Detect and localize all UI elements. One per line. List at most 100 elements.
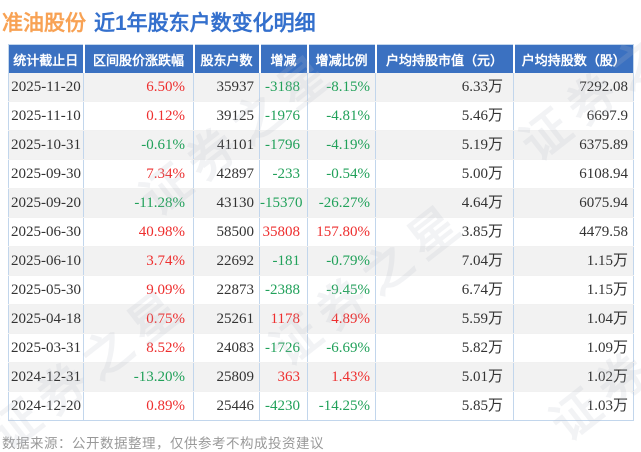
cell-delta: 1178	[259, 304, 308, 334]
source-note: 数据来源：公开数据整理，仅供参考不构成投资建议	[2, 436, 324, 451]
cell-avg-market-value: 5.82万	[375, 333, 514, 363]
cell-avg-shares: 6697.9	[513, 101, 634, 131]
cell-delta: -1726	[259, 333, 308, 363]
column-header: 户均持股数（股）	[512, 44, 634, 73]
cell-range-change: -11.28%	[83, 188, 194, 218]
cell-delta: 35808	[259, 217, 308, 247]
column-header: 股东户数	[192, 44, 260, 73]
table-row: 2024-12-20 0.89% 25446 -4230 -14.25% 5.85万 1.0…	[9, 391, 634, 421]
cell-holders: 43130	[193, 188, 260, 218]
cell-delta-ratio: 157.80%	[307, 217, 376, 247]
cell-avg-market-value: 5.59万	[375, 304, 514, 334]
cell-avg-shares: 1.02万	[513, 362, 634, 392]
cell-avg-market-value: 5.46万	[375, 101, 514, 131]
cell-delta: -1976	[259, 101, 308, 131]
cell-delta: -15370	[259, 188, 308, 218]
cell-range-change: -0.61%	[83, 130, 194, 160]
cell-delta-ratio: -14.25%	[307, 391, 376, 421]
table-row: 2025-09-20 -11.28% 43130 -15370 -26.27% 4.64万…	[8, 188, 634, 218]
column-header: 户均持股市值（元）	[374, 44, 514, 73]
cell-delta: -3188	[259, 73, 308, 102]
cell-avg-market-value: 3.85万	[375, 217, 514, 247]
cell-delta-ratio: -8.15%	[307, 73, 376, 102]
table-row: 2025-06-30 40.98% 58500 35808 157.80% 3.85万 44…	[8, 217, 634, 247]
cell-date: 2025-06-10	[8, 246, 84, 276]
table-row: 2025-05-30 9.09% 22873 -2388 -9.45% 6.74万 1.15…	[8, 275, 634, 305]
cell-avg-shares: 6108.94	[513, 159, 634, 189]
cell-avg-shares: 1.15万	[513, 275, 634, 305]
cell-date: 2025-05-30	[8, 275, 84, 305]
cell-range-change: 7.34%	[83, 159, 194, 189]
cell-range-change: -13.20%	[83, 362, 194, 392]
cell-avg-market-value: 5.85万	[375, 391, 514, 421]
cell-date: 2025-03-31	[8, 333, 84, 363]
cell-delta-ratio: -4.81%	[307, 101, 376, 131]
cell-delta-ratio: -26.27%	[307, 188, 376, 218]
page-title: 准油股份 近1年股东户数变化明细	[0, 0, 641, 37]
cell-holders: 41101	[193, 130, 260, 160]
table-row: 2025-09-30 7.34% 42897 -233 -0.54% 5.00万 6108.…	[8, 159, 634, 189]
cell-date: 2025-04-18	[8, 304, 84, 334]
cell-delta: -233	[259, 159, 308, 189]
table-row: 2025-04-18 0.75% 25261 1178 4.89% 5.59万 1.04万	[8, 304, 634, 334]
table-row: 2025-11-10 0.12% 39125 -1976 -4.81% 5.46万 6697…	[8, 101, 634, 131]
cell-delta-ratio: -6.69%	[307, 333, 376, 363]
cell-holders: 25809	[193, 362, 260, 392]
cell-holders: 35937	[193, 73, 260, 102]
cell-avg-market-value: 5.01万	[375, 362, 514, 392]
cell-date: 2025-10-31	[8, 130, 84, 160]
table-header-row: 统计截止日 区间股价涨跌幅 股东户数 增减 增减比例 户均持股市值（元） 户均持股数（股）	[8, 44, 634, 73]
stock-name: 准油股份	[2, 12, 86, 35]
table-row: 2025-11-20 6.50% 35937 -3188 -8.15% 6.33万 7292…	[8, 73, 634, 102]
cell-delta: -2388	[259, 275, 308, 305]
cell-holders: 24083	[193, 333, 260, 363]
table-row: 2025-06-10 3.74% 22692 -181 -0.79% 7.04万 1.15万	[8, 246, 634, 276]
cell-holders: 42897	[193, 159, 260, 189]
cell-avg-shares: 1.15万	[513, 246, 634, 276]
cell-holders: 22692	[193, 246, 260, 276]
cell-holders: 22873	[193, 275, 260, 305]
column-header: 区间股价涨跌幅	[82, 44, 194, 73]
cell-date: 2025-06-30	[8, 217, 84, 247]
cell-delta: -4230	[259, 391, 308, 421]
cell-range-change: 0.12%	[83, 101, 194, 131]
cell-avg-shares: 6375.89	[513, 130, 634, 160]
cell-avg-shares: 1.03万	[513, 391, 634, 421]
cell-date: 2024-12-20	[11, 398, 81, 414]
cell-delta-ratio: -9.45%	[307, 275, 376, 305]
table-body: 2025-11-20 6.50% 35937 -3188 -8.15% 6.33万 7292…	[8, 73, 634, 421]
column-header: 增减	[258, 44, 308, 73]
cell-holders: 58500	[193, 217, 260, 247]
cell-avg-shares: 1.04万	[513, 304, 634, 334]
cell-avg-market-value: 7.04万	[375, 246, 514, 276]
cell-range-change: 0.75%	[83, 304, 194, 334]
cell-avg-market-value: 6.74万	[375, 275, 514, 305]
cell-range-change: 8.52%	[83, 333, 194, 363]
cell-range-change: 0.89%	[83, 391, 194, 421]
cell-date: 2025-11-10	[8, 101, 84, 131]
report-title: 近1年股东户数变化明细	[94, 12, 316, 35]
cell-delta-ratio: 4.89%	[307, 304, 376, 334]
cell-delta-ratio: 1.43%	[307, 362, 376, 392]
cell-range-change: 3.74%	[83, 246, 194, 276]
cell-delta-ratio: -0.54%	[307, 159, 376, 189]
cell-range-change: 40.98%	[83, 217, 194, 247]
cell-avg-market-value: 6.33万	[375, 73, 514, 102]
cell-delta: -1796	[259, 130, 308, 160]
cell-date: 2024-12-31	[8, 362, 84, 392]
cell-avg-shares: 1.09万	[513, 333, 634, 363]
table-row: 2025-10-31 -0.61% 41101 -1796 -4.19% 5.19万 637…	[8, 130, 634, 160]
cell-avg-market-value: 5.19万	[375, 130, 514, 160]
cell-holders: 25446	[193, 391, 260, 421]
cell-avg-shares: 7292.08	[513, 73, 634, 102]
cell-delta: -181	[259, 246, 308, 276]
cell-holders: 25261	[193, 304, 260, 334]
table-row: 2025-03-31 8.52% 24083 -1726 -6.69% 5.82万 1.09…	[8, 333, 634, 363]
cell-avg-shares: 4479.58	[513, 217, 634, 247]
cell-date: 2025-09-20	[8, 188, 84, 218]
cell-range-change: 9.09%	[83, 275, 194, 305]
column-header: 统计截止日	[8, 44, 84, 73]
cell-avg-shares: 6075.94	[513, 188, 634, 218]
cell-range-change: 6.50%	[83, 73, 194, 102]
cell-holders: 39125	[193, 101, 260, 131]
